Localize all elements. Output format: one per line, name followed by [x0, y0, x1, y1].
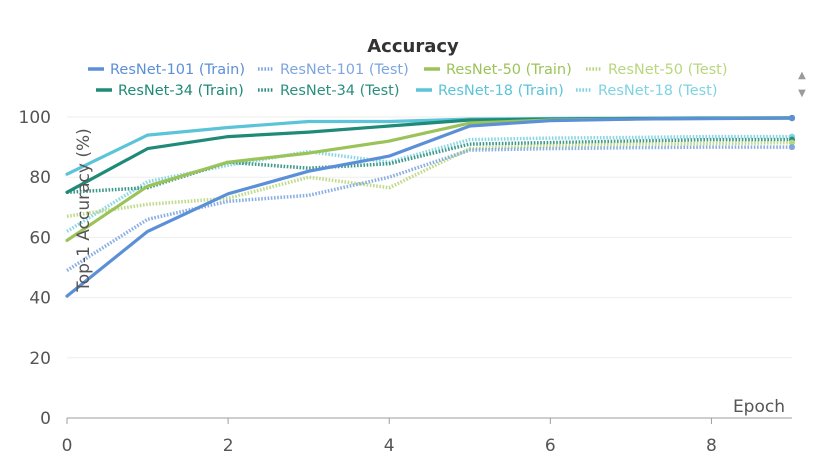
legend-label: ResNet-101 (Train) — [110, 62, 245, 78]
y-tick-label: 40 — [29, 289, 51, 309]
y-axis-label: Top-1 Accuracy (%) — [74, 128, 94, 292]
chart-title: Accuracy — [367, 36, 459, 57]
chart-legend: ResNet-101 (Train) ResNet-101 (Test) ResNe… — [88, 62, 728, 99]
legend-item[interactable]: ResNet-50 (Test) — [586, 62, 728, 78]
legend-item[interactable]: ResNet-18 (Test) — [576, 83, 718, 99]
legend-scroll-control[interactable]: ▲ ▼ — [798, 70, 806, 99]
x-tick-label: 8 — [706, 436, 717, 456]
y-axis: 0 20 40 60 80 100 — [19, 108, 51, 429]
series-layer — [67, 115, 795, 296]
series-line-resnet-101-test[interactable] — [67, 147, 792, 270]
legend-item[interactable]: ResNet-34 (Train) — [96, 83, 244, 99]
chevron-down-icon[interactable]: ▼ — [798, 88, 806, 99]
legend-item[interactable]: ResNet-50 (Train) — [424, 62, 572, 78]
y-tick-label: 60 — [29, 228, 51, 248]
legend-item[interactable]: ResNet-101 (Test) — [258, 62, 409, 78]
legend-label: ResNet-18 (Train) — [438, 83, 564, 99]
x-tick-label: 6 — [545, 436, 556, 456]
chevron-up-icon[interactable]: ▲ — [798, 70, 806, 81]
y-tick-label: 80 — [29, 168, 51, 188]
y-tick-label: 20 — [29, 349, 51, 369]
legend-label: ResNet-101 (Test) — [280, 62, 409, 78]
x-tick-label: 0 — [62, 436, 73, 456]
y-tick-label: 100 — [19, 108, 51, 128]
legend-label: ResNet-50 (Test) — [608, 62, 728, 78]
legend-label: ResNet-34 (Train) — [118, 83, 244, 99]
x-tick-label: 2 — [223, 436, 234, 456]
y-tick-label: 0 — [40, 409, 51, 429]
series-line-resnet-34-train[interactable] — [67, 118, 792, 192]
series-end-point[interactable] — [789, 115, 795, 121]
x-tick-label: 4 — [384, 436, 395, 456]
series-line-resnet-18-train[interactable] — [67, 118, 792, 174]
legend-item[interactable]: ResNet-34 (Test) — [258, 83, 400, 99]
legend-item[interactable]: ResNet-101 (Train) — [88, 62, 245, 78]
series-end-point[interactable] — [789, 144, 795, 150]
legend-label: ResNet-18 (Test) — [598, 83, 718, 99]
legend-item[interactable]: ResNet-18 (Train) — [416, 83, 564, 99]
legend-label: ResNet-50 (Train) — [446, 62, 572, 78]
series-line-resnet-34-test[interactable] — [67, 140, 792, 193]
legend-label: ResNet-34 (Test) — [280, 83, 400, 99]
x-axis-label: Epoch — [733, 397, 785, 417]
x-axis: 0 2 4 6 8 — [62, 418, 792, 456]
